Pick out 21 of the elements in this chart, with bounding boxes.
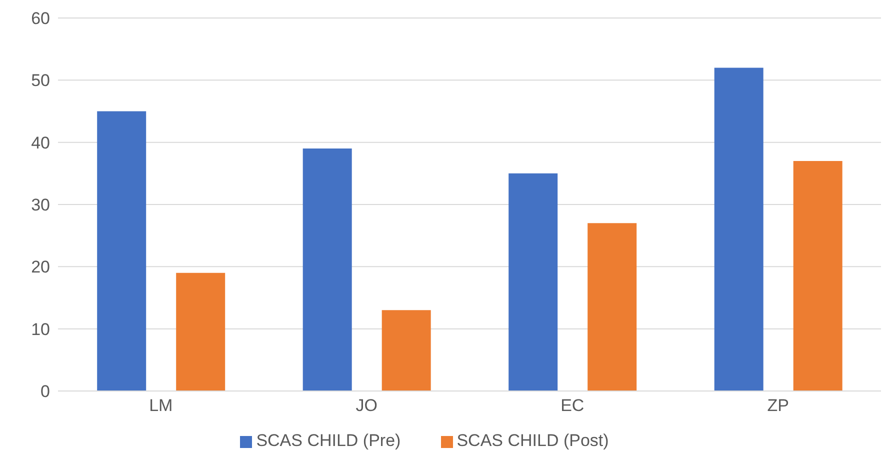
y-tick-label: 0 [40, 382, 50, 402]
legend-label: SCAS CHILD (Post) [456, 431, 609, 450]
bar [588, 223, 637, 391]
bar [714, 68, 764, 391]
bar [382, 310, 431, 391]
legend-label: SCAS CHILD (Pre) [256, 431, 401, 450]
bar [176, 272, 226, 391]
y-tick-label: 50 [31, 71, 50, 90]
x-tick-label: JO [356, 396, 378, 416]
y-tick-label: 60 [31, 9, 50, 28]
y-tick-label: 10 [31, 320, 50, 339]
bar [302, 148, 352, 391]
bar [508, 173, 558, 391]
y-tick-label: 30 [31, 196, 50, 215]
y-tick-label: 40 [31, 133, 50, 152]
bar [97, 111, 146, 391]
x-tick-label: EC [560, 396, 584, 416]
x-tick-label: LM [149, 396, 173, 416]
bar [793, 160, 842, 391]
x-tick-label: ZP [767, 396, 789, 416]
y-tick-label: 20 [31, 258, 50, 277]
